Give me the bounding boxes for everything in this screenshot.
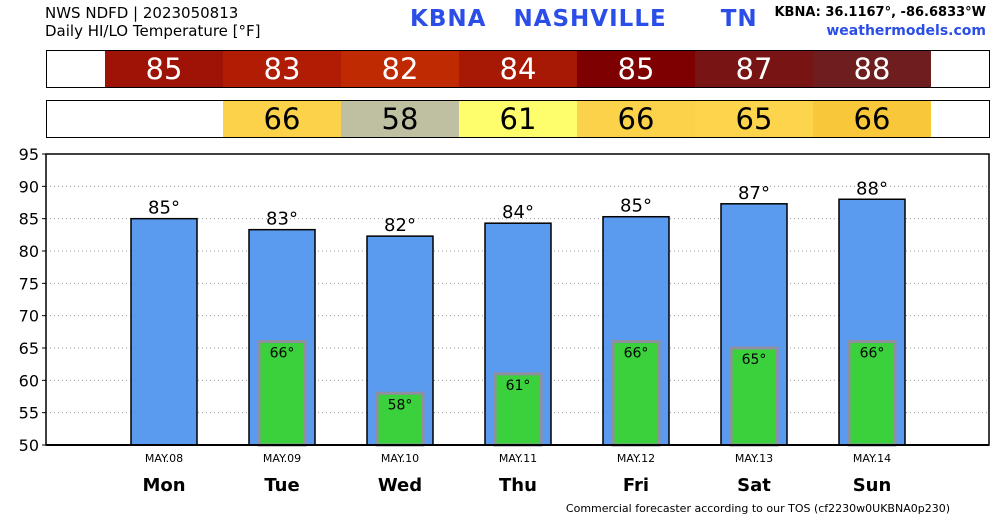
station-id: KBNA bbox=[410, 6, 487, 32]
y-tick-label: 50 bbox=[19, 436, 39, 455]
station-title: KBNA NASHVILLE TN bbox=[410, 6, 758, 32]
low-temp-cell: 58 bbox=[341, 101, 459, 137]
header-right: KBNA: 36.1167°, -86.6833°W weathermodels… bbox=[774, 4, 986, 40]
high-temp-label: 84° bbox=[502, 202, 534, 223]
y-tick-label: 65 bbox=[19, 339, 39, 358]
date-label: MAY.10 bbox=[381, 452, 419, 465]
high-temp-cell: 82 bbox=[341, 51, 459, 87]
y-tick-label: 85 bbox=[19, 210, 39, 229]
y-tick-label: 80 bbox=[19, 242, 39, 261]
low-temp-cell: 61 bbox=[459, 101, 577, 137]
low-temp-label: 66° bbox=[270, 346, 295, 362]
low-temp-cell bbox=[105, 101, 223, 137]
day-label: Fri bbox=[623, 475, 649, 496]
date-label: MAY.09 bbox=[263, 452, 301, 465]
low-temp-bar bbox=[847, 340, 897, 447]
day-label: Wed bbox=[378, 475, 422, 496]
date-label: MAY.12 bbox=[617, 452, 655, 465]
y-tick-label: 55 bbox=[19, 404, 39, 423]
y-tick-label: 75 bbox=[19, 274, 39, 293]
high-temp-cell: 88 bbox=[813, 51, 931, 87]
y-tick-label: 90 bbox=[19, 177, 39, 196]
y-tick-label: 95 bbox=[19, 145, 39, 164]
product-subtitle: Daily HI/LO Temperature [°F] bbox=[45, 22, 261, 40]
product-line: NWS NDFD | 2023050813 bbox=[45, 4, 239, 22]
high-temp-label: 85° bbox=[620, 196, 652, 217]
low-temp-label: 65° bbox=[742, 352, 767, 368]
low-temp-bar bbox=[493, 372, 543, 447]
low-temp-cell: 66 bbox=[813, 101, 931, 137]
day-label: Thu bbox=[499, 475, 537, 496]
day-label: Sun bbox=[853, 475, 892, 496]
day-label: Sat bbox=[737, 475, 771, 496]
date-label: MAY.08 bbox=[145, 452, 183, 465]
high-temperature-strip: 85 83 82 84 85 87 88 bbox=[46, 50, 990, 88]
day-label: Mon bbox=[142, 475, 185, 496]
high-temp-label: 85° bbox=[148, 198, 180, 219]
high-temp-cell: 85 bbox=[105, 51, 223, 87]
low-temp-label: 66° bbox=[860, 346, 885, 362]
high-temp-bar bbox=[130, 217, 198, 446]
high-temp-label: 87° bbox=[738, 183, 770, 204]
low-temp-cell: 66 bbox=[223, 101, 341, 137]
high-temp-cell: 83 bbox=[223, 51, 341, 87]
station-coords: KBNA: 36.1167°, -86.6833°W bbox=[774, 5, 986, 20]
high-temp-label: 83° bbox=[266, 209, 298, 230]
high-temp-label: 88° bbox=[856, 178, 888, 199]
low-temp-label: 66° bbox=[624, 346, 649, 362]
station-city: NASHVILLE bbox=[513, 6, 667, 32]
y-tick-label: 60 bbox=[19, 371, 39, 390]
footer-note: Commercial forecaster according to our T… bbox=[565, 502, 950, 515]
low-temperature-strip: 66 58 61 66 65 66 bbox=[46, 100, 990, 138]
low-temp-bar bbox=[611, 340, 661, 447]
low-temp-label: 61° bbox=[506, 378, 531, 394]
low-temp-label: 58° bbox=[388, 397, 413, 413]
high-temp-label: 82° bbox=[384, 215, 416, 236]
low-temp-bar bbox=[375, 391, 425, 447]
low-temp-cell: 66 bbox=[577, 101, 695, 137]
y-tick-label: 70 bbox=[19, 307, 39, 326]
high-temp-cell: 87 bbox=[695, 51, 813, 87]
low-temp-cell: 65 bbox=[695, 101, 813, 137]
station-state: TN bbox=[720, 6, 758, 32]
header-left: NWS NDFD | 2023050813 Daily HI/LO Temper… bbox=[45, 4, 261, 40]
high-temp-cell: 84 bbox=[459, 51, 577, 87]
date-label: MAY.13 bbox=[735, 452, 773, 465]
date-label: MAY.14 bbox=[853, 452, 891, 465]
website-link[interactable]: weathermodels.com bbox=[826, 23, 986, 39]
date-label: MAY.11 bbox=[499, 452, 537, 465]
high-temp-cell: 85 bbox=[577, 51, 695, 87]
day-label: Tue bbox=[264, 475, 299, 496]
